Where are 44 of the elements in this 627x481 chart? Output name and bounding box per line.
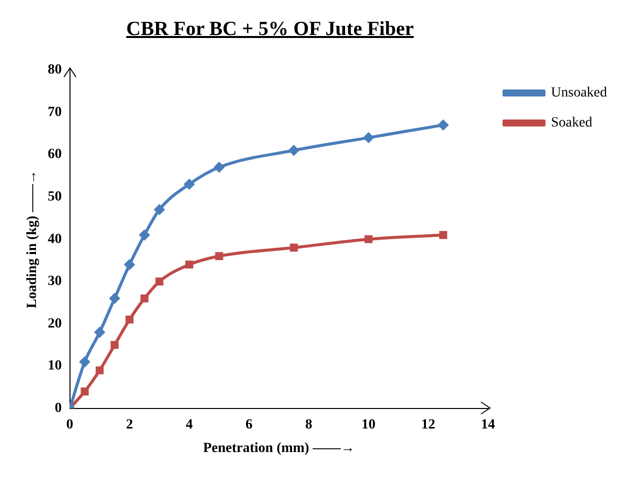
y-tick-label: 0 — [54, 401, 62, 416]
point — [364, 132, 374, 143]
point — [439, 230, 448, 239]
point — [124, 260, 135, 270]
y-tick-label: 20 — [48, 316, 62, 332]
y-tick-label: 70 — [48, 104, 62, 120]
point — [110, 340, 119, 349]
y-tick-label: 30 — [48, 274, 62, 290]
point — [80, 388, 89, 396]
legend-label: Soaked — [551, 116, 592, 131]
x-tick-label: 12 — [421, 417, 436, 432]
x-tick-label: 10 — [362, 417, 376, 432]
y-tick-label: 60 — [48, 147, 62, 162]
x-tick-label: 14 — [481, 417, 496, 432]
point — [154, 204, 164, 215]
x-tick-label: 2 — [126, 417, 134, 432]
point — [126, 316, 134, 324]
y-tick-label: 80 — [48, 62, 62, 78]
x-axis-title: Penetration (mm) ——→ — [203, 441, 355, 456]
point — [184, 179, 194, 190]
point — [215, 252, 224, 260]
chart-title: CBR For BC + 5% OF Jute Fiber — [125, 18, 415, 41]
x-tick-label: 6 — [246, 417, 253, 432]
point — [214, 162, 224, 172]
point — [94, 327, 105, 338]
point — [288, 145, 299, 156]
point — [96, 366, 104, 374]
y-tick-label: 10 — [48, 358, 62, 374]
point — [139, 230, 150, 240]
point — [290, 244, 298, 252]
y-tick-label: 40 — [48, 232, 62, 247]
point — [80, 356, 90, 367]
point — [364, 235, 372, 244]
point — [155, 278, 164, 286]
x-tick-label: 4 — [186, 417, 193, 432]
y-axis-title: Loading in (kg) ——→ — [25, 170, 40, 308]
point — [110, 293, 120, 304]
y-tick-label: 50 — [48, 190, 62, 205]
x-tick-label: 8 — [305, 417, 312, 432]
legend-label: Unsoaked — [551, 86, 608, 101]
point — [185, 260, 194, 269]
point — [438, 120, 448, 130]
x-tick-label: 0 — [66, 417, 74, 432]
point — [140, 294, 148, 302]
